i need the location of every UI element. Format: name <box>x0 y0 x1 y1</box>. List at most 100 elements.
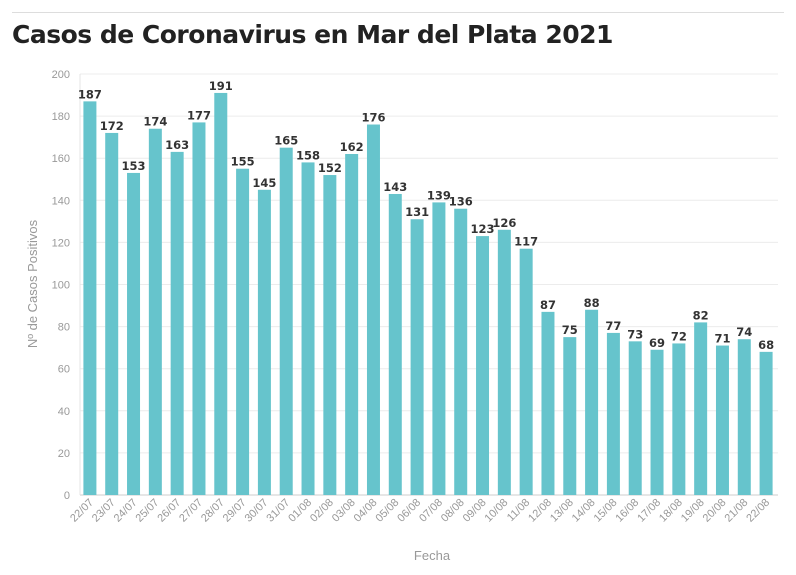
x-tick-label: 14/08 <box>570 497 598 525</box>
bar <box>759 351 773 495</box>
bar <box>432 202 446 495</box>
data-label: 191 <box>209 79 233 93</box>
data-label: 68 <box>758 338 774 352</box>
bar <box>628 341 642 495</box>
data-label: 88 <box>584 296 600 310</box>
data-label: 75 <box>562 323 578 337</box>
bar <box>585 309 599 495</box>
data-label: 155 <box>231 155 255 169</box>
bar <box>694 322 708 495</box>
data-label: 177 <box>187 108 211 122</box>
y-tick-label: 80 <box>58 322 70 334</box>
y-axis-label: Nº de Casos Positivos <box>25 219 40 348</box>
y-tick-label: 0 <box>64 490 70 502</box>
x-tick-label: 10/08 <box>483 497 511 525</box>
bar <box>214 92 228 495</box>
data-label: 158 <box>296 148 320 162</box>
y-tick-label: 40 <box>58 406 70 418</box>
bar <box>105 132 119 495</box>
data-label: 77 <box>605 319 621 333</box>
bar <box>279 147 293 496</box>
x-tick-label: 31/07 <box>264 497 292 525</box>
bar <box>497 229 511 495</box>
y-tick-label: 20 <box>58 448 70 460</box>
x-tick-label: 30/07 <box>243 497 271 525</box>
bar <box>170 151 184 495</box>
x-tick-label: 26/07 <box>155 497 183 525</box>
x-tick-label: 17/08 <box>635 497 663 525</box>
data-label: 123 <box>471 222 495 236</box>
bar <box>541 311 555 495</box>
bar <box>715 345 729 495</box>
data-label: 152 <box>318 161 342 175</box>
y-tick-label: 120 <box>52 237 70 249</box>
x-tick-label: 12/08 <box>526 497 554 525</box>
bar <box>345 153 359 496</box>
top-divider <box>12 12 784 13</box>
bar <box>410 219 424 495</box>
data-label: 172 <box>100 119 124 133</box>
y-tick-label: 140 <box>52 195 70 207</box>
x-tick-label: 07/08 <box>417 497 445 525</box>
x-tick-label: 19/08 <box>679 497 707 525</box>
data-label: 139 <box>427 188 451 202</box>
x-tick-label: 22/07 <box>68 497 96 525</box>
x-tick-label: 03/08 <box>330 497 358 525</box>
y-tick-label: 180 <box>52 111 70 123</box>
bar <box>476 236 490 495</box>
data-label: 176 <box>361 111 385 125</box>
x-tick-label: 01/08 <box>286 497 314 525</box>
data-label: 163 <box>165 138 189 152</box>
bar <box>192 122 206 495</box>
data-label: 165 <box>274 134 298 148</box>
x-axis-label: Fecha <box>414 548 451 563</box>
bar <box>236 168 250 495</box>
x-tick-label: 21/08 <box>722 497 750 525</box>
data-label: 71 <box>714 332 730 346</box>
data-label: 117 <box>514 235 538 249</box>
x-tick-label: 27/07 <box>177 497 205 525</box>
data-label: 72 <box>671 329 687 343</box>
data-label: 143 <box>383 180 407 194</box>
bar <box>454 208 468 495</box>
data-label: 131 <box>405 205 429 219</box>
x-tick-label: 06/08 <box>395 497 423 525</box>
bar <box>366 124 380 496</box>
data-label: 82 <box>693 308 709 322</box>
data-label: 187 <box>78 87 102 101</box>
x-tick-label: 25/07 <box>134 497 162 525</box>
x-tick-label: 02/08 <box>308 497 336 525</box>
x-tick-label: 05/08 <box>373 497 401 525</box>
bar <box>563 337 577 495</box>
bar <box>672 343 686 495</box>
x-tick-label: 08/08 <box>439 497 467 525</box>
bar <box>301 162 315 495</box>
data-label: 126 <box>492 216 516 230</box>
bar <box>83 101 97 496</box>
x-tick-label: 23/07 <box>90 497 118 525</box>
data-label: 73 <box>627 327 643 341</box>
data-label: 136 <box>449 195 473 209</box>
y-tick-label: 160 <box>52 153 70 165</box>
data-label: 162 <box>340 140 364 154</box>
bar <box>606 332 620 495</box>
bar <box>148 128 162 496</box>
y-tick-label: 60 <box>58 364 70 376</box>
data-label: 74 <box>736 325 752 339</box>
x-tick-label: 28/07 <box>199 497 227 525</box>
bar <box>737 339 751 495</box>
bar <box>323 175 337 496</box>
data-label: 69 <box>649 336 665 350</box>
x-tick-label: 29/07 <box>221 497 249 525</box>
x-tick-label: 15/08 <box>592 497 620 525</box>
bar <box>650 349 664 495</box>
data-label: 145 <box>252 176 276 190</box>
x-tick-label: 24/07 <box>112 497 140 525</box>
y-tick-label: 100 <box>52 280 70 292</box>
data-label: 174 <box>143 115 167 129</box>
x-tick-label: 16/08 <box>613 497 641 525</box>
x-tick-label: 09/08 <box>461 497 489 525</box>
x-tick-label: 13/08 <box>548 497 576 525</box>
